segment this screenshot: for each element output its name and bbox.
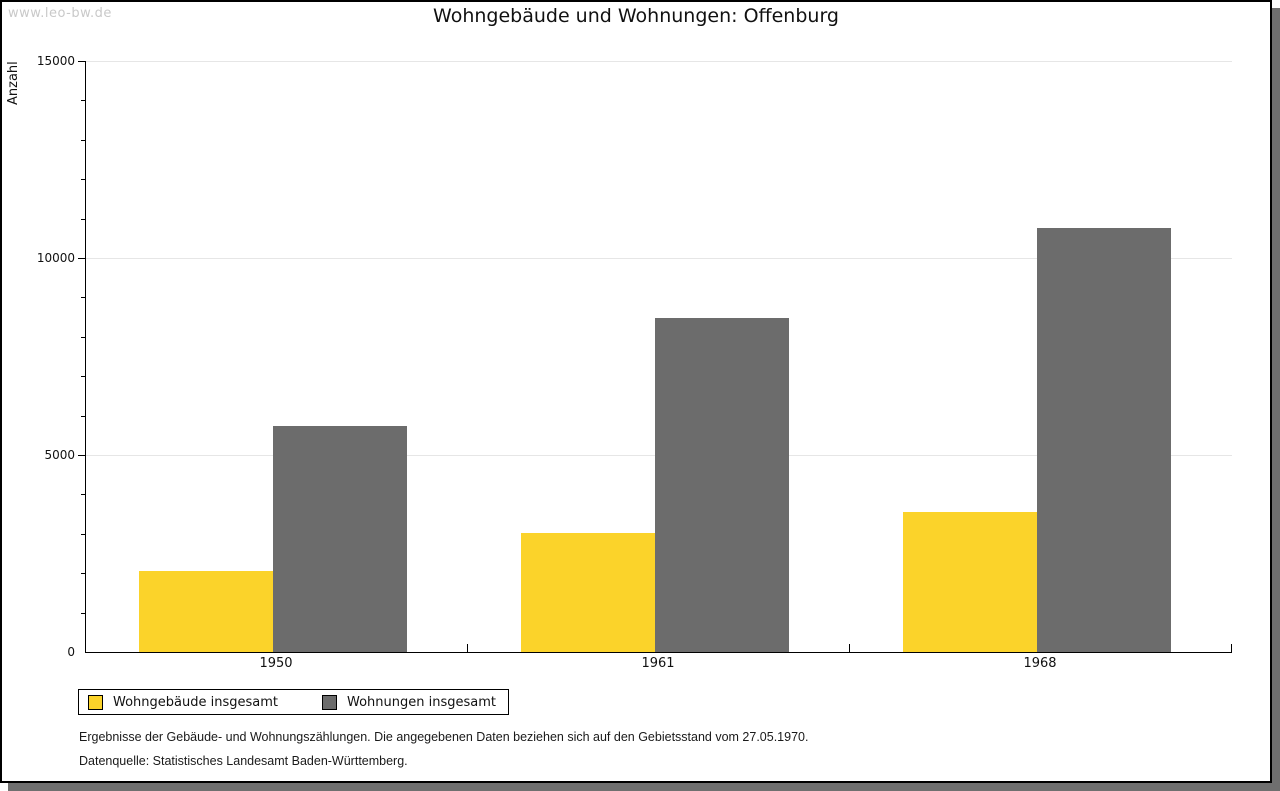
x-boundary-tick-3	[1231, 644, 1232, 652]
bar-1968-wohnungen	[1037, 228, 1171, 652]
y-minor-tick-9000	[81, 297, 85, 298]
y-major-tick-10000	[78, 258, 85, 259]
legend-label-wohnungen: Wohnungen insgesamt	[347, 694, 496, 710]
legend-label-wohngebaeude: Wohngebäude insgesamt	[113, 694, 278, 710]
y-minor-tick-13000	[81, 140, 85, 141]
footnote-line-2: Datenquelle: Statistisches Landesamt Bad…	[79, 754, 408, 768]
y-major-tick-5000	[78, 455, 85, 456]
y-minor-tick-11000	[81, 219, 85, 220]
bar-1961-wohnungen	[655, 318, 789, 652]
y-minor-tick-7000	[81, 376, 85, 377]
legend-item-wohngebaeude: Wohngebäude insgesamt	[88, 694, 278, 710]
y-minor-tick-4000	[81, 494, 85, 495]
bar-1950-wohnungen	[273, 426, 407, 652]
gridline-10000	[86, 258, 1232, 259]
y-tick-label-15000: 15000	[36, 54, 75, 68]
y-minor-tick-3000	[81, 534, 85, 535]
bar-1950-wohngebaeude	[139, 571, 273, 652]
legend: Wohngebäude insgesamt Wohnungen insgesam…	[78, 689, 509, 715]
y-minor-tick-8000	[81, 337, 85, 338]
y-minor-tick-14000	[81, 100, 85, 101]
bar-1961-wohngebaeude	[521, 533, 655, 652]
x-tick-label-1968: 1968	[1023, 656, 1057, 671]
footnote-line-1: Ergebnisse der Gebäude- und Wohnungszähl…	[79, 730, 809, 744]
x-boundary-tick-1	[467, 644, 468, 652]
watermark: www.leo-bw.de	[8, 6, 112, 21]
plot-area	[78, 61, 1232, 653]
legend-swatch-wohnungen	[322, 694, 337, 710]
y-minor-tick-12000	[81, 179, 85, 180]
chart-title: Wohngebäude und Wohnungen: Offenburg	[433, 5, 839, 27]
y-tick-label-0: 0	[67, 645, 75, 659]
y-major-tick-15000	[78, 61, 85, 62]
legend-swatch-wohngebaeude	[88, 694, 103, 710]
y-minor-tick-1000	[81, 613, 85, 614]
y-minor-tick-6000	[81, 416, 85, 417]
y-tick-label-5000: 5000	[44, 448, 75, 462]
x-tick-label-1961: 1961	[641, 656, 675, 671]
bar-1968-wohngebaeude	[903, 512, 1037, 652]
x-boundary-tick-2	[849, 644, 850, 652]
y-minor-tick-2000	[81, 573, 85, 574]
gridline-15000	[86, 61, 1232, 62]
y-tick-label-10000: 10000	[36, 251, 75, 265]
x-tick-label-1950: 1950	[259, 656, 293, 671]
legend-item-wohnungen: Wohnungen insgesamt	[322, 694, 496, 710]
